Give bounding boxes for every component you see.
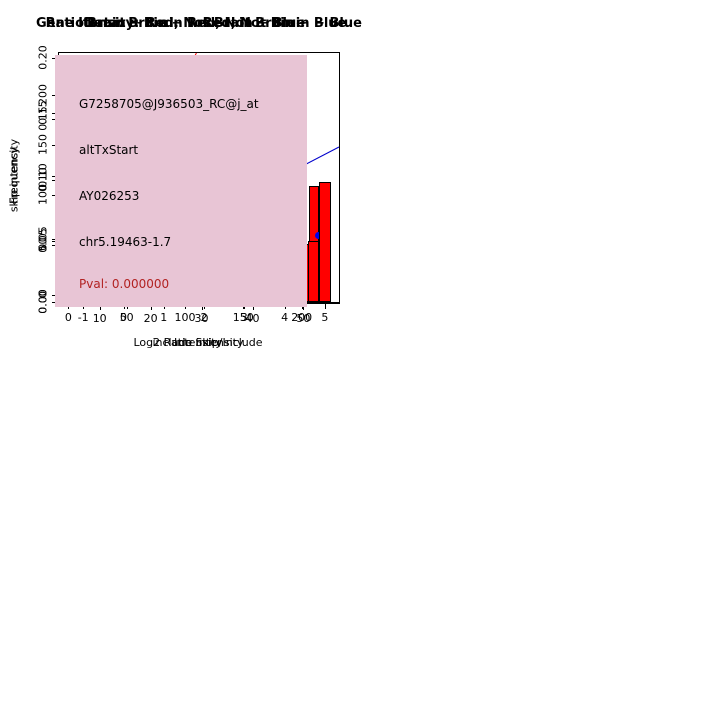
x-axis-tick [303,304,305,310]
x-axis-tick [150,304,152,310]
x-tick-label: 3 [240,311,248,324]
x-tick-label: 50 [296,312,311,325]
panel-info: G7258705@J936503_RC@j_at altTxStart AY02… [0,0,360,360]
x-tick-label: 100 [174,311,196,324]
histogram-bar-red [307,241,320,302]
x-tick-label: 2 [200,311,208,324]
x-tick-label: 40 [245,312,260,325]
gene-x-axis-label: Intensity [174,336,222,349]
ratio-x-axis-label: Log2 Ratio Skip/Include [133,336,263,349]
locus: chr5.19463-1.7 [79,235,172,249]
gene-chart-title: Gene Itensity: Brain − Red, Not Brain − … [36,16,362,31]
ratio-chart-title: RatioData: Brain − Red, Not Brain − Blue [45,16,347,31]
x-tick-label: 0 [120,311,127,324]
x-tick-label: 4 [281,311,289,324]
info-box: G7258705@J936503_RC@j_at altTxStart AY02… [55,55,307,307]
histogram-bar-red [319,182,331,302]
scatter-point-not-brain [315,231,323,239]
scatter-chart-title: Brain − Red, Not Brain − Blue [86,16,306,31]
x-tick-label: 1 [160,311,168,324]
probe-id: G7258705@J936503_RC@j_at [79,97,259,111]
x-tick-label: -1 [77,311,89,324]
x-tick-label: 200 [291,311,313,324]
x-tick-label: 0 [64,311,72,324]
x-axis-tick [252,304,254,310]
event-type: altTxStart [79,143,139,157]
scatter-x-axis-label: include intensity [152,336,244,349]
accession-id: AY026253 [79,189,140,203]
x-tick-label: 5 [321,311,329,324]
x-tick-label: 10 [92,312,107,325]
x-tick-label: 20 [143,312,158,325]
x-axis-tick [201,304,203,310]
x-tick-label: 30 [194,312,209,325]
x-tick-label: 50 [119,311,134,324]
x-axis-tick [99,304,101,310]
x-tick-label: 150 [232,311,254,324]
x-axis-tick [324,303,326,309]
pval-text: Pval: 0.000000 [79,277,170,291]
